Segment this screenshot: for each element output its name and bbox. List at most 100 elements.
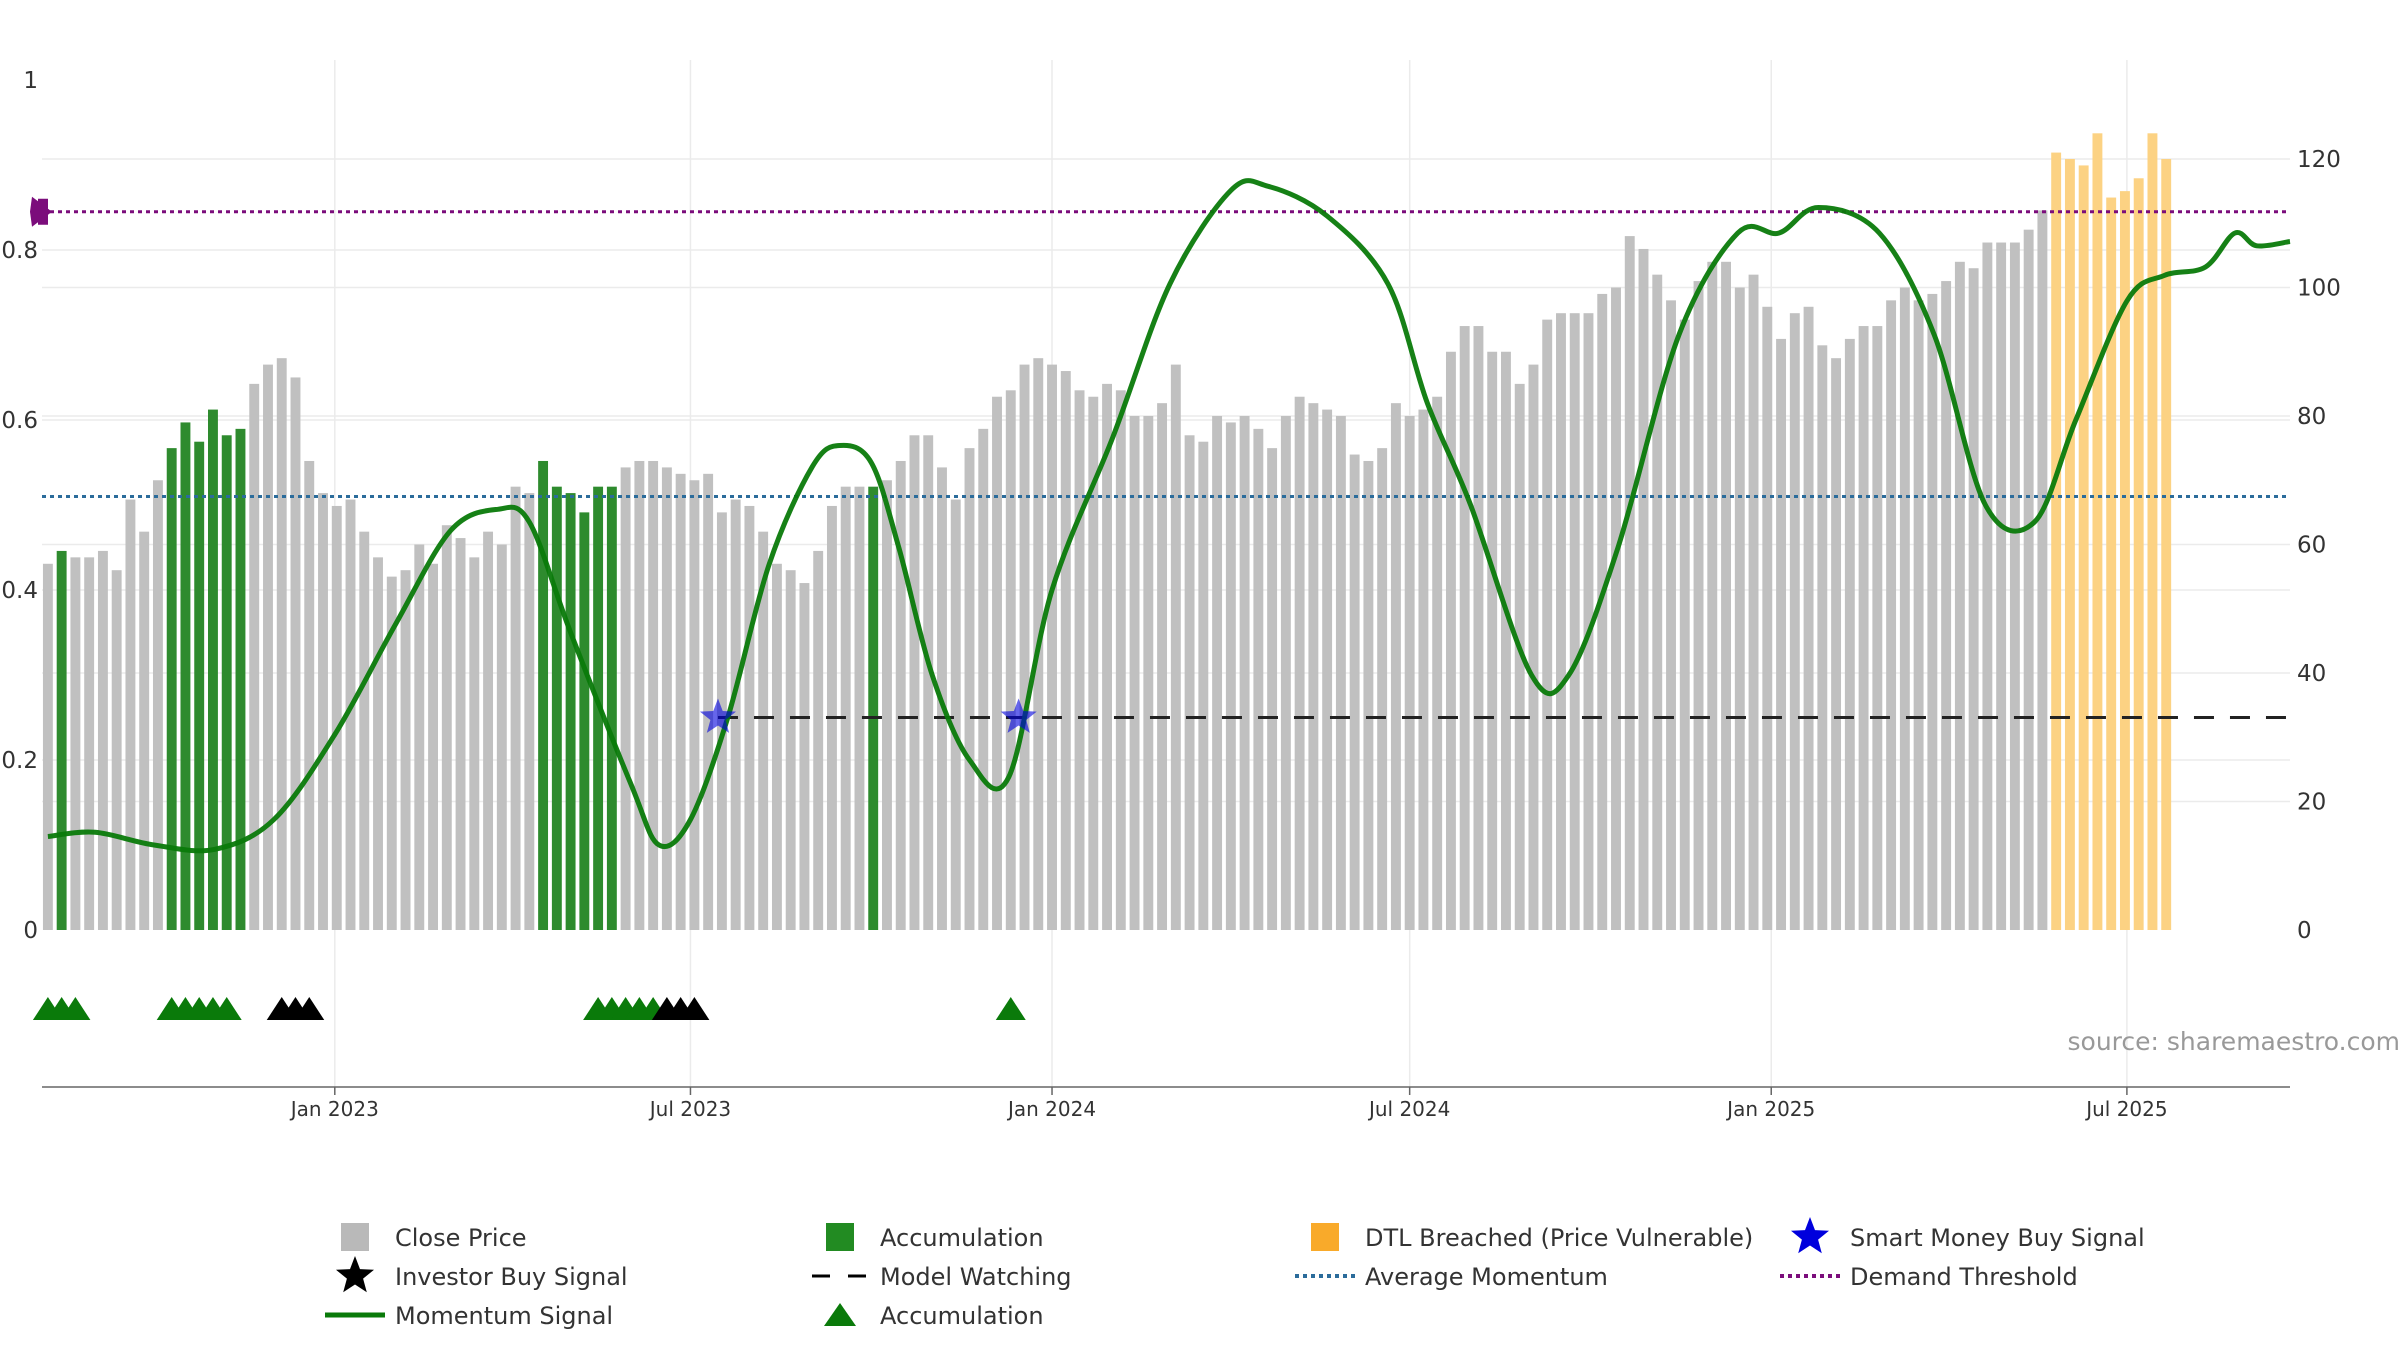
close-price-bar — [1212, 416, 1223, 930]
smart-money-star — [1000, 698, 1037, 733]
close-price-bar — [97, 550, 108, 930]
close-price-bar — [1954, 261, 1965, 930]
x-tick-label: Jan 2024 — [1006, 1097, 1096, 1121]
legend-item: Momentum Signal — [325, 1302, 613, 1330]
dtl-breached-bar — [2092, 133, 2103, 931]
close-price-bar — [1748, 274, 1759, 930]
close-price-bar — [771, 563, 782, 930]
close-price-bar — [1666, 300, 1676, 931]
close-price-bar — [331, 505, 342, 930]
close-price-bar — [1184, 435, 1195, 930]
close-price-bar — [620, 467, 631, 930]
close-price-bar — [1858, 326, 1869, 930]
accumulation-triangle — [211, 997, 242, 1020]
legend-item: DTL Breached (Price Vulnerable) — [1311, 1223, 1753, 1252]
legend-item: Smart Money Buy Signal — [1791, 1217, 2145, 1254]
close-price-bar — [111, 570, 122, 930]
accumulation-bar — [221, 435, 232, 930]
legend-label: Accumulation — [880, 1302, 1044, 1330]
legend-square-icon — [826, 1223, 854, 1251]
close-price-bar — [1322, 409, 1333, 930]
legend-item: Model Watching — [812, 1263, 1072, 1291]
legend-item: Accumulation — [824, 1302, 1044, 1330]
close-price-bar — [1363, 460, 1374, 930]
y-right-tick-label: 80 — [2297, 404, 2326, 430]
close-price-bar — [1831, 358, 1842, 930]
dtl-breached-bar — [2051, 152, 2062, 930]
close-price-bar — [648, 460, 659, 930]
close-price-bar — [263, 364, 273, 931]
legend-triangle-icon — [824, 1303, 856, 1326]
accumulation-bar — [194, 441, 205, 930]
close-price-bar — [1927, 293, 1938, 930]
close-price-bar — [1418, 409, 1429, 930]
dtl-breached-bar — [2119, 191, 2130, 930]
close-price-bar — [1102, 383, 1113, 930]
close-price-bar — [428, 563, 438, 930]
dtl-breached-bar — [2106, 197, 2117, 931]
close-price-bar — [1679, 319, 1690, 930]
accumulation-bar — [166, 448, 177, 930]
close-price-bar — [1817, 345, 1828, 930]
x-tick-label: Jul 2025 — [2084, 1097, 2167, 1121]
close-price-bar — [1899, 287, 1910, 930]
y-right-tick-label: 60 — [2297, 533, 2326, 559]
close-price-bar — [1514, 383, 1525, 930]
close-price-bar — [1294, 396, 1305, 931]
close-price-bar — [1115, 390, 1126, 930]
close-price-bar — [758, 531, 769, 930]
close-price-bar — [1968, 268, 1979, 931]
accumulation-triangle — [995, 997, 1026, 1020]
legend-star-icon — [336, 1256, 374, 1293]
legend-label: Accumulation — [880, 1224, 1044, 1252]
close-price-bar — [152, 480, 163, 930]
close-price-bar — [799, 583, 810, 930]
close-price-bar — [1487, 351, 1498, 930]
legend: Close Price Accumulation DTL Breached (Pri… — [325, 1217, 2145, 1330]
close-price-bar — [249, 383, 260, 930]
close-price-bar — [496, 544, 507, 930]
close-price-bar — [1157, 403, 1168, 930]
accumulation-bar — [606, 486, 617, 930]
close-price-bar — [1707, 261, 1718, 930]
close-price-bar — [1404, 416, 1415, 930]
accumulation-bar — [868, 486, 879, 930]
y-left-tick-label: 0.6 — [1, 408, 38, 434]
close-price-bar — [1005, 390, 1016, 930]
close-price-bar — [1624, 236, 1635, 931]
close-price-bar — [964, 448, 975, 930]
close-price-bar — [2009, 242, 2020, 930]
dtl-breached-bar — [2147, 133, 2158, 931]
marker-layer — [30, 196, 1037, 1020]
close-price-bar — [1280, 416, 1291, 930]
close-price-bar — [1776, 338, 1787, 930]
y-right-tick-label: 100 — [2297, 276, 2341, 302]
close-price-bar — [1611, 287, 1621, 930]
close-price-bar — [634, 460, 645, 930]
close-price-bar — [1872, 326, 1883, 930]
close-price-bar — [882, 480, 892, 930]
y-left-tick-label: 0.2 — [1, 748, 38, 774]
bar-layer — [42, 133, 2172, 931]
accumulation-bar — [538, 460, 549, 930]
accumulation-bar — [235, 428, 246, 930]
close-price-bar — [730, 499, 741, 930]
accumulation-bar — [208, 409, 218, 930]
close-price-bar — [483, 531, 494, 930]
close-price-bar — [1556, 313, 1566, 930]
close-price-bar — [1638, 248, 1649, 930]
accumulation-bar — [565, 493, 576, 930]
close-price-bar — [1789, 313, 1800, 930]
dtl-breached-bar — [2133, 178, 2144, 930]
close-price-bar — [414, 544, 425, 930]
close-price-bar — [1459, 326, 1470, 930]
demand-threshold-marker-body — [38, 198, 48, 225]
close-price-bar — [1432, 396, 1443, 931]
close-price-bar — [1542, 319, 1553, 930]
close-price-bar — [1377, 448, 1388, 930]
legend-item: Close Price — [341, 1223, 527, 1252]
close-price-bar — [1473, 326, 1484, 930]
x-tick-label: Jan 2023 — [289, 1097, 379, 1121]
close-price-bar — [524, 493, 535, 930]
